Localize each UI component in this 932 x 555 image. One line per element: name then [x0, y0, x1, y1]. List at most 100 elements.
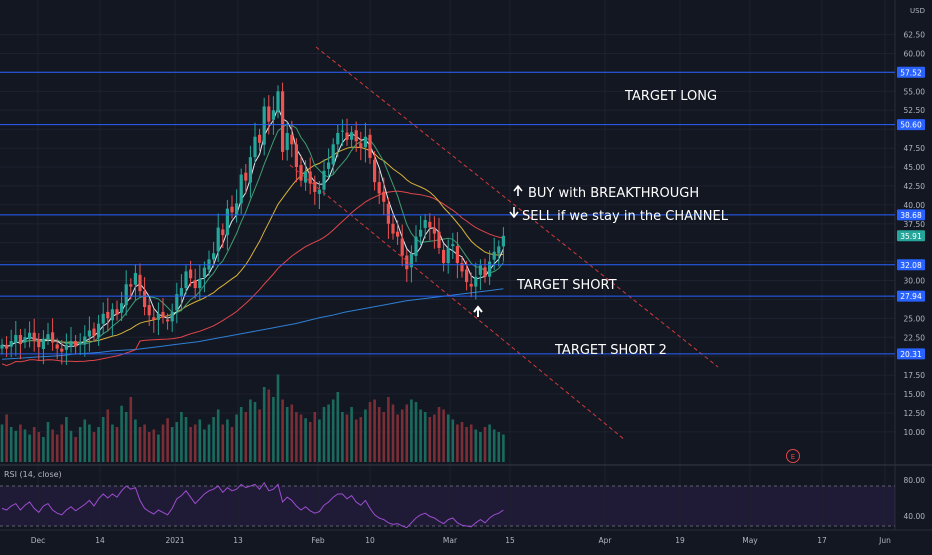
- volume-bar: [414, 402, 418, 462]
- y-tick-label: 10.00: [904, 428, 926, 437]
- candle-body: [294, 144, 298, 167]
- candle-body: [212, 253, 216, 260]
- candle-body: [110, 309, 114, 321]
- arrow-down-icon: [509, 207, 519, 219]
- x-tick-label: 14: [95, 536, 105, 545]
- volume-bar: [106, 409, 110, 462]
- candle-body: [253, 136, 257, 158]
- level-tag-27.94: [897, 290, 925, 302]
- volume-bar: [336, 392, 340, 462]
- candle-body: [258, 134, 262, 143]
- volume-bar: [267, 389, 271, 462]
- y-tick-label: 22.50: [904, 333, 926, 342]
- candle-body: [382, 191, 386, 202]
- y-tick-label: 25.00: [904, 314, 926, 323]
- candle-body: [152, 317, 156, 320]
- volume-bar: [460, 422, 464, 462]
- candle-body: [120, 303, 124, 313]
- rsi-line: [1, 481, 504, 529]
- candle-body: [432, 227, 436, 234]
- candle-body: [129, 284, 133, 287]
- candle-body: [267, 106, 271, 122]
- candle-body: [161, 311, 165, 318]
- candle-body: [437, 231, 441, 248]
- candle-body: [414, 236, 418, 256]
- volume-bar: [65, 417, 68, 462]
- x-tick-label: Feb: [311, 536, 325, 545]
- volume-bar: [88, 424, 91, 462]
- x-tick-label: 19: [675, 536, 685, 545]
- candle-body: [198, 279, 202, 289]
- volume-bar: [387, 397, 390, 462]
- candle-body: [225, 208, 229, 236]
- volume-bar: [290, 404, 294, 462]
- candle-body: [46, 334, 50, 339]
- candle-body: [83, 336, 87, 344]
- volume-bar: [304, 418, 307, 462]
- rsi-band: [0, 486, 895, 526]
- candle-body: [501, 235, 505, 247]
- volume-bar: [134, 419, 137, 462]
- candle-body: [497, 246, 501, 254]
- x-tick-label: Apr: [599, 536, 613, 545]
- level-tag-32.08: [897, 259, 925, 271]
- candle-body: [285, 132, 289, 150]
- volume-bar: [198, 419, 202, 462]
- ma-100-line: [1, 190, 504, 367]
- volume-bar: [308, 422, 312, 462]
- volume-bar: [350, 407, 353, 462]
- candle-body: [409, 254, 413, 268]
- y-tick-label: 52.50: [904, 106, 926, 115]
- earnings-marker-icon: [786, 449, 800, 463]
- candle-body: [189, 269, 193, 279]
- candle-body: [386, 203, 390, 224]
- volume-bar: [9, 427, 13, 462]
- x-tick-label: 13: [233, 536, 243, 545]
- volume-bar: [391, 404, 395, 462]
- volume-bar: [184, 417, 188, 462]
- volume-bar: [32, 427, 36, 462]
- candle-body: [405, 255, 409, 270]
- volume-bar: [405, 404, 409, 462]
- candle-body: [97, 323, 101, 338]
- volume-bar: [115, 427, 119, 462]
- volume-bar: [0, 424, 4, 462]
- candle-body: [87, 330, 91, 337]
- candle-body: [147, 305, 151, 316]
- volume-bar: [331, 399, 335, 462]
- volume-bar: [5, 414, 8, 462]
- volume-bar: [221, 424, 225, 462]
- candle-body: [37, 339, 41, 348]
- candle-body: [193, 280, 197, 289]
- candle-body: [143, 291, 147, 307]
- level-tag-20.31: [897, 348, 925, 360]
- candle-body: [170, 312, 174, 322]
- volume-bar: [327, 404, 330, 462]
- volume-bar: [92, 432, 96, 462]
- candle-body: [396, 231, 400, 237]
- candle-body: [235, 203, 239, 215]
- annotation-target-short-2: TARGET SHORT 2: [554, 343, 667, 358]
- volume-bar: [433, 414, 436, 462]
- candle-body: [290, 134, 294, 145]
- y-tick-label: 37.50: [904, 220, 926, 229]
- volume-bar: [157, 434, 160, 462]
- volume-bar: [230, 427, 234, 462]
- volume-bar: [451, 419, 455, 462]
- candle-body: [248, 157, 252, 183]
- volume-bar: [207, 424, 211, 462]
- level-label-32.08: 32.08: [900, 261, 922, 270]
- candle-body: [488, 261, 492, 277]
- volume-bar: [295, 412, 298, 462]
- volume-bar: [189, 427, 192, 462]
- volume-bar: [400, 409, 404, 462]
- volume-bar: [262, 387, 266, 462]
- volume-bar: [78, 427, 82, 462]
- candle-body: [28, 332, 32, 340]
- volume-bar: [373, 399, 376, 462]
- candle-body: [299, 165, 303, 181]
- x-tick-label: 10: [365, 536, 375, 545]
- candle-body: [9, 341, 13, 347]
